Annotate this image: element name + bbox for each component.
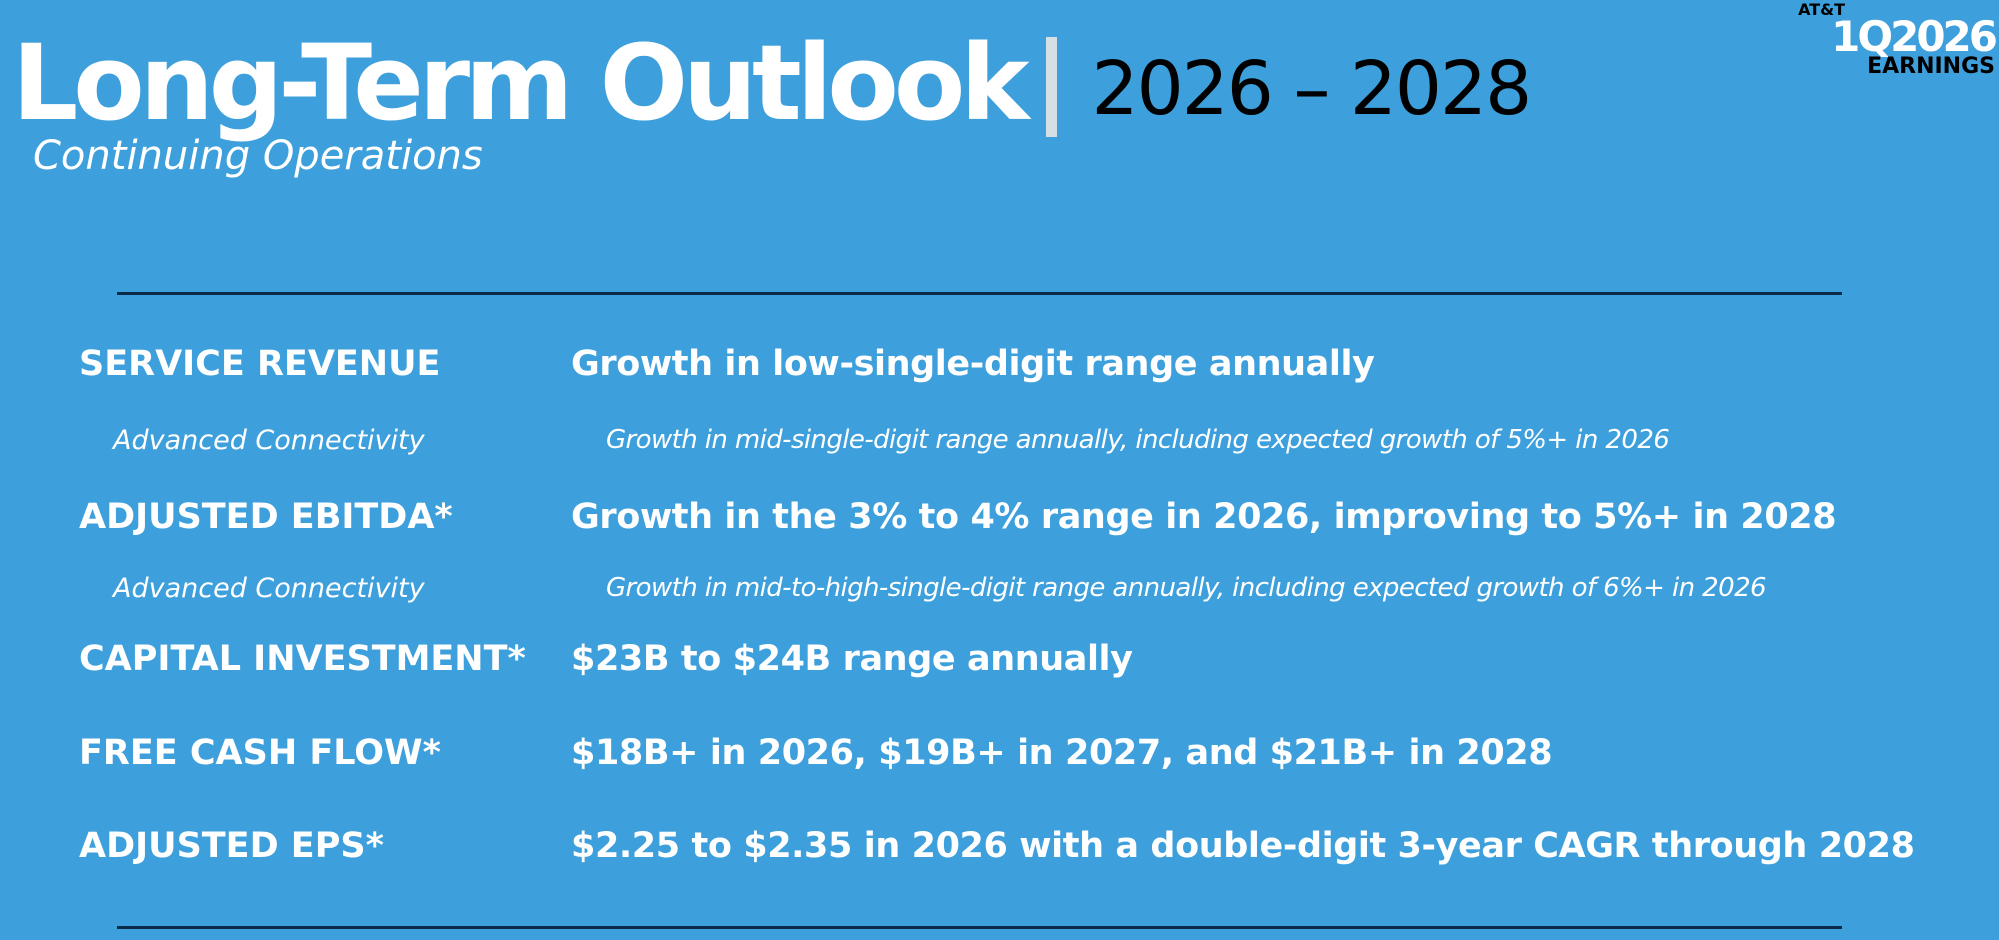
brand-period: 1Q2026 [1831, 12, 1998, 61]
top-divider [117, 292, 1842, 295]
row-label: Advanced Connectivity [113, 425, 425, 456]
brand-label: EARNINGS [1867, 54, 1995, 79]
row-label: ADJUSTED EPS* [79, 826, 384, 866]
brand-logo: AT&T 1Q2026 EARNINGS [1798, 0, 1998, 79]
title-years: 2026 – 2028 [1091, 46, 1532, 132]
bottom-divider [117, 926, 1842, 929]
row-label: SERVICE REVENUE [79, 344, 441, 384]
row-value: Growth in low-single-digit range annuall… [571, 344, 1375, 384]
page-header: Long-Term Outlook 2026 – 2028 [12, 10, 1532, 157]
row-value: Growth in mid-to-high-single-digit range… [606, 573, 1767, 603]
row-value: $18B+ in 2026, $19B+ in 2027, and $21B+ … [571, 733, 1553, 773]
row-value: $23B to $24B range annually [571, 639, 1133, 679]
row-label: CAPITAL INVESTMENT* [79, 639, 526, 679]
page-subtitle: Continuing Operations [33, 133, 483, 179]
row-value: $2.25 to $2.35 in 2026 with a double-dig… [571, 826, 1915, 866]
row-label: ADJUSTED EBITDA* [79, 497, 453, 537]
row-label: Advanced Connectivity [113, 573, 425, 604]
row-label: FREE CASH FLOW* [79, 733, 441, 773]
brand-company: AT&T [1798, 0, 1845, 19]
title-divider [1046, 36, 1058, 137]
page-title: Long-Term Outlook [12, 22, 1029, 144]
row-value: Growth in mid-single-digit range annuall… [606, 425, 1670, 455]
row-value: Growth in the 3% to 4% range in 2026, im… [571, 497, 1837, 537]
